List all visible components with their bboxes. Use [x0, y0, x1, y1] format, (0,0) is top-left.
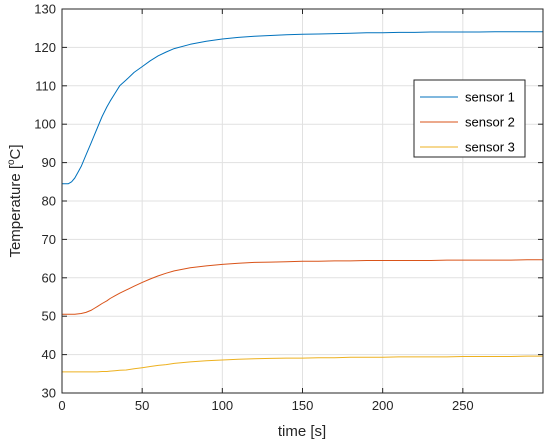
x-tick-label: 50 [135, 398, 149, 413]
y-tick-label: 60 [42, 270, 56, 285]
x-tick-label: 250 [452, 398, 474, 413]
x-tick-label: 150 [292, 398, 314, 413]
y-tick-label: 120 [34, 40, 56, 55]
legend-label-sensor-3: sensor 3 [465, 140, 515, 155]
grid [61, 8, 543, 394]
y-axis-label: Temperature [oC] [6, 144, 24, 257]
series-line-sensor-3 [62, 355, 543, 373]
x-axis-ticks: 0 50 100 150 200 250 [58, 9, 474, 413]
x-tick-label: 100 [211, 398, 233, 413]
y-tick-label: 90 [42, 155, 56, 170]
x-tick-label: 200 [372, 398, 394, 413]
y-tick-label: 30 [42, 386, 56, 401]
y-axis-label-main: Temperature [ [7, 164, 24, 257]
y-tick-label: 80 [42, 194, 56, 209]
series-lines [62, 31, 543, 373]
y-axis-ticks: 30 40 50 60 70 80 90 100 110 120 130 [34, 2, 543, 401]
legend: sensor 1 sensor 2 sensor 3 [413, 79, 526, 158]
y-tick-label: 40 [42, 347, 56, 362]
legend-label-sensor-2: sensor 2 [465, 115, 515, 130]
y-tick-label: 100 [34, 117, 56, 132]
series-line-sensor-2 [62, 259, 543, 315]
y-tick-label: 70 [42, 232, 56, 247]
legend-label-sensor-1: sensor 1 [465, 90, 515, 105]
y-tick-label: 110 [35, 78, 56, 93]
legend-box [413, 79, 526, 158]
y-tick-label: 130 [34, 2, 56, 17]
y-axis-label-superscript: o [6, 159, 17, 165]
series-line-sensor-1 [62, 31, 543, 185]
y-tick-label: 50 [42, 309, 56, 324]
y-axis-label-unit: C] [7, 144, 24, 159]
x-axis-label: time [s] [278, 423, 326, 440]
x-tick-label: 0 [58, 398, 65, 413]
